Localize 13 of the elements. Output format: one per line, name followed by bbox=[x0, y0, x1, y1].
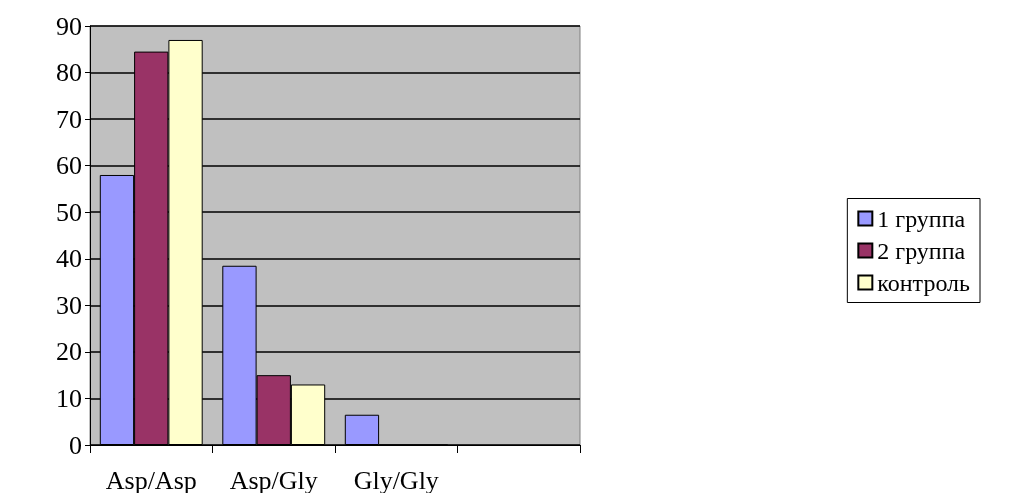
legend-label: 1 группа bbox=[877, 205, 966, 232]
legend-label: контроль bbox=[877, 269, 971, 296]
y-tick-label: 60 bbox=[56, 151, 82, 181]
legend-label: 2 группа bbox=[877, 237, 966, 264]
y-tick-label: 10 bbox=[56, 383, 82, 413]
y-tick-label: 30 bbox=[56, 290, 82, 320]
y-tick-label: 0 bbox=[69, 430, 82, 460]
y-tick-label: 50 bbox=[56, 197, 82, 227]
y-tick-label: 70 bbox=[56, 104, 82, 134]
y-tick-label: 20 bbox=[56, 337, 82, 367]
y-tick-label: 90 bbox=[56, 11, 82, 41]
y-tick-label: 80 bbox=[56, 58, 82, 88]
y-tick-label: 40 bbox=[56, 244, 82, 274]
